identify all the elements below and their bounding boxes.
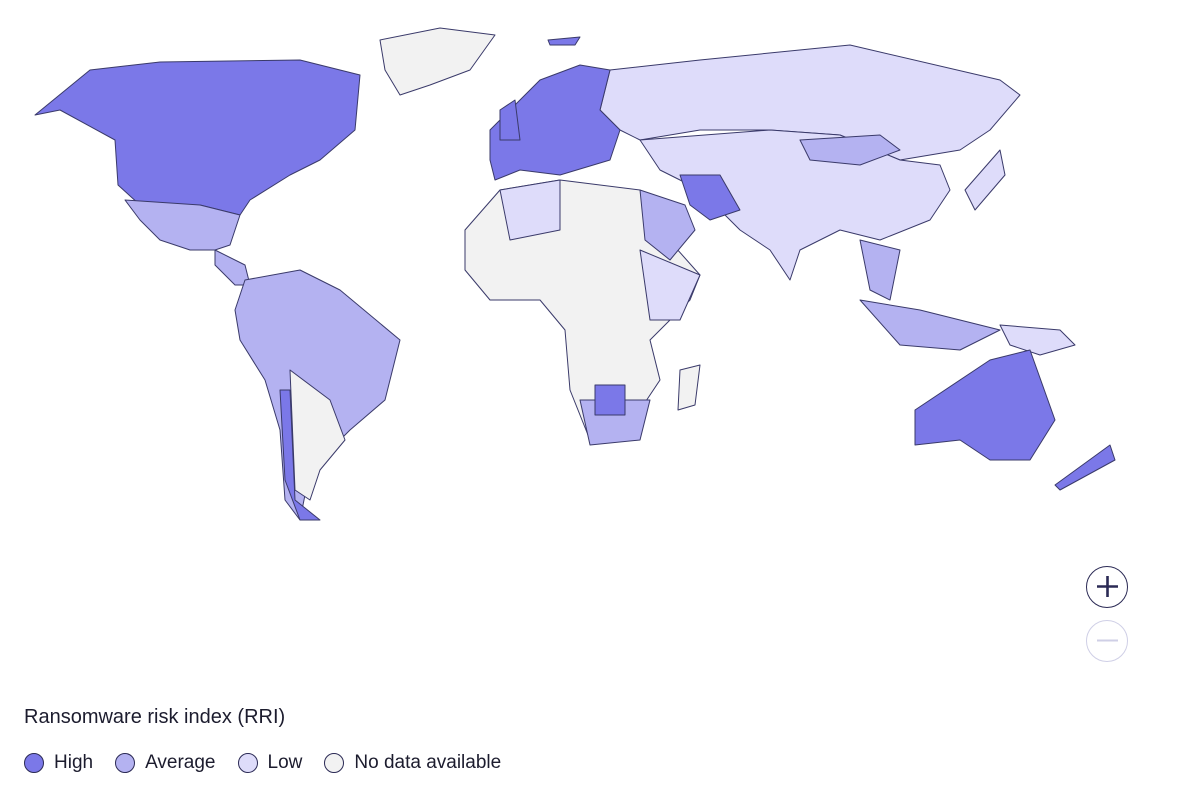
legend-swatch	[237, 753, 258, 773]
country-region	[1054, 444, 1116, 491]
country-region	[964, 149, 1006, 211]
country-region	[34, 59, 361, 216]
world-map	[34, 27, 1116, 521]
zoom-in-button[interactable]	[1086, 566, 1128, 608]
legend-item: Average	[115, 752, 216, 774]
legend-label: Low	[267, 752, 303, 773]
legend-swatch	[24, 753, 44, 773]
country-region	[639, 189, 696, 261]
country-region	[914, 349, 1056, 461]
legend-label: High	[54, 752, 94, 773]
country-region	[859, 299, 1001, 351]
plus-icon	[1096, 576, 1118, 597]
legend-item: Low	[237, 752, 303, 774]
country-region	[859, 239, 901, 301]
legend-title: Ransomware risk index (RRI)	[24, 706, 286, 728]
legend-item: No data available	[324, 752, 501, 774]
country-region	[679, 174, 741, 221]
zoom-out-button[interactable]	[1086, 620, 1128, 662]
legend-item: High	[24, 752, 93, 774]
country-region	[594, 384, 626, 416]
legend-label: No data available	[354, 752, 502, 773]
country-region	[639, 249, 701, 321]
legend: High Average Low No data available	[24, 752, 501, 774]
country-region	[547, 36, 581, 46]
country-region	[999, 324, 1076, 356]
country-region	[379, 27, 496, 96]
country-region	[499, 179, 561, 241]
minus-icon	[1096, 639, 1118, 642]
country-region	[279, 389, 321, 521]
legend-swatch	[324, 753, 345, 773]
country-region	[499, 99, 521, 141]
legend-label: Average	[145, 752, 216, 773]
legend-swatch	[115, 753, 136, 773]
country-region	[677, 364, 701, 411]
country-region	[489, 64, 621, 181]
country-region	[799, 134, 901, 166]
country-region	[214, 249, 251, 286]
country-region	[464, 179, 701, 441]
